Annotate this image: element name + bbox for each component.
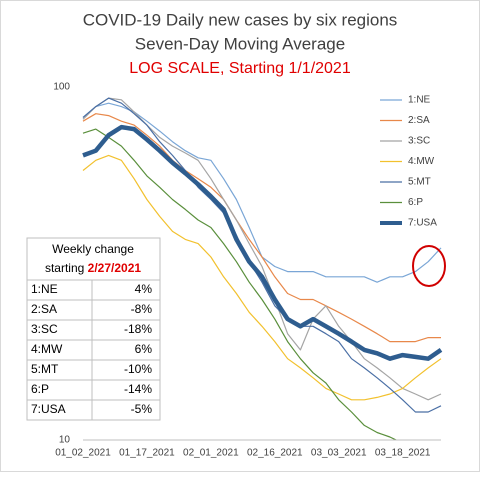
x-tick-label: 03_18_2021 (375, 448, 431, 459)
series-line (82, 154, 442, 401)
table-cell: -8% (131, 302, 153, 316)
table-cell: -5% (131, 402, 153, 416)
series-line (82, 97, 442, 413)
y-tick-label: 100 (53, 82, 70, 93)
legend-label: 5:MT (408, 177, 431, 188)
highlight-circle (412, 245, 446, 287)
series-line (82, 113, 441, 343)
table-cell: 7:USA (31, 402, 66, 416)
table-header-date: 2/27/2021 (88, 261, 142, 275)
plot-area (82, 97, 443, 440)
table-frame (26, 237, 161, 421)
chart-title: COVID-19 Daily new cases by six regions (83, 10, 398, 29)
table-cell: 4% (135, 282, 153, 296)
table-cell: 6% (135, 342, 153, 356)
table-cell: 5:MT (31, 362, 59, 376)
y-tick-label: 10 (59, 435, 71, 446)
legend-label: 3:SC (408, 136, 430, 147)
legend-label: 7:USA (408, 218, 437, 229)
table-header: Weekly change (52, 242, 134, 256)
legend-label: 6:P (408, 197, 423, 208)
table-cell: -10% (124, 362, 152, 376)
table-header: starting 2/27/2021 (45, 261, 141, 275)
x-tick-label: 03_03_2021 (311, 448, 367, 459)
x-tick-label: 02_01_2021 (183, 448, 239, 459)
x-tick-label: 02_16_2021 (247, 448, 303, 459)
table-cell: -18% (124, 322, 152, 336)
table-cell: 2:SA (31, 302, 57, 316)
x-tick-label: 01_02_2021 (55, 448, 111, 459)
table-cell: 1:NE (31, 282, 58, 296)
table-cell: 6:P (31, 382, 49, 396)
legend-label: 2:SA (408, 115, 430, 126)
table-cell: 3:SC (31, 322, 58, 336)
series-line (82, 124, 443, 361)
table-cell: 4:MW (31, 342, 63, 356)
legend-label: 4:MW (408, 156, 435, 167)
x-tick-label: 01_17_2021 (119, 448, 175, 459)
chart-subtitle: Seven-Day Moving Average (135, 34, 345, 53)
series-line (82, 128, 398, 440)
legend-label: 1:NE (408, 95, 431, 106)
annotation: LOG SCALE, Starting 1/1/2021 (129, 60, 351, 77)
table: Weekly change starting 2/27/2021 1:NE 4% 2… (26, 237, 161, 421)
table-cell: -14% (124, 382, 152, 396)
table-header: starting (45, 261, 84, 275)
